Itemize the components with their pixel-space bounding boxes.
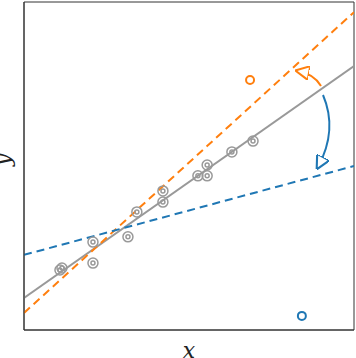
svg-text:x: x	[183, 338, 196, 358]
svg-text:y: y	[8, 153, 15, 167]
